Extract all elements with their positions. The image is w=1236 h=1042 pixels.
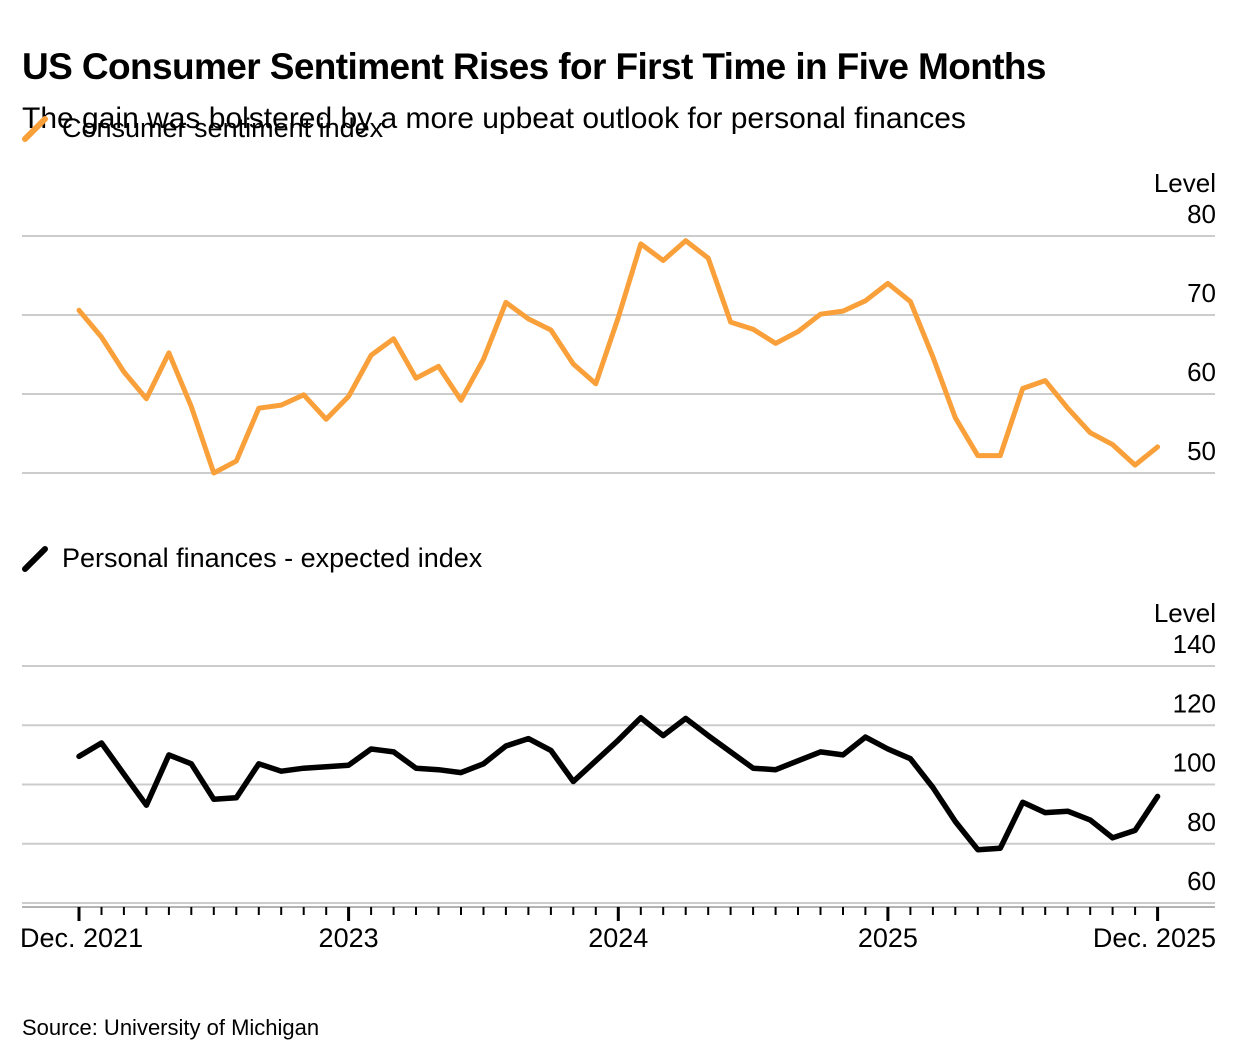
source-note: Source: University of Michigan bbox=[22, 1015, 320, 1040]
y-tick-label: 60 bbox=[1187, 866, 1216, 896]
x-tick-label: 2024 bbox=[588, 923, 648, 953]
y-axis-title: Level bbox=[1154, 168, 1216, 198]
y-tick-label: 60 bbox=[1187, 357, 1216, 387]
y-tick-label: 140 bbox=[1173, 629, 1216, 659]
legend-personal-finances: Personal finances - expected index bbox=[22, 543, 482, 574]
y-tick-label: 120 bbox=[1173, 688, 1216, 718]
black-slash-icon bbox=[22, 545, 48, 572]
x-tick-label: 2023 bbox=[319, 923, 379, 953]
y-tick-label: 50 bbox=[1187, 436, 1216, 466]
sentiment-line bbox=[76, 238, 1161, 476]
y-axis-title: Level bbox=[1154, 598, 1216, 628]
finances-line bbox=[76, 715, 1161, 853]
y-tick-label: 70 bbox=[1187, 278, 1216, 308]
x-tick-label: Dec. 2021 bbox=[20, 923, 143, 953]
x-tick-label: 2025 bbox=[858, 923, 918, 953]
orange-slash-icon bbox=[22, 115, 48, 142]
legend-label-personal-finances: Personal finances - expected index bbox=[62, 543, 483, 573]
page-title: US Consumer Sentiment Rises for First Ti… bbox=[22, 45, 1047, 87]
y-tick-label: 100 bbox=[1173, 748, 1216, 778]
y-tick-label: 80 bbox=[1187, 807, 1216, 837]
legend-consumer-sentiment: Consumer sentiment index bbox=[22, 113, 383, 144]
x-tick-label: Dec. 2025 bbox=[1093, 923, 1216, 953]
y-tick-label: 80 bbox=[1187, 199, 1216, 229]
legend-label-consumer-sentiment: Consumer sentiment index bbox=[62, 113, 384, 143]
chart-subtitle: The gain was bolstered by a more upbeat … bbox=[22, 102, 966, 135]
